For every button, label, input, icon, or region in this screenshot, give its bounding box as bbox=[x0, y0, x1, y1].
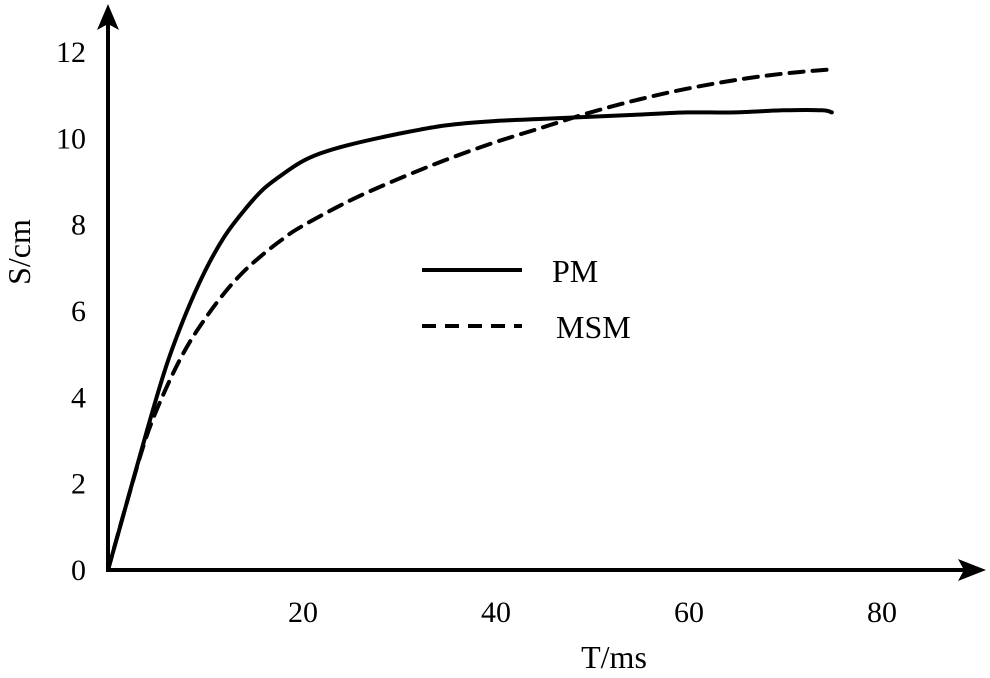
y-tick-label: 6 bbox=[71, 295, 86, 328]
x-tick-label: 60 bbox=[674, 596, 704, 629]
series-line-msm bbox=[106, 67, 834, 572]
x-tick-label: 80 bbox=[867, 596, 897, 629]
y-tick-labels: 0 2 4 6 8 10 12 bbox=[56, 36, 86, 587]
y-tick-label: 0 bbox=[71, 554, 86, 587]
y-tick-label: 2 bbox=[71, 468, 86, 501]
x-tick-label: 40 bbox=[481, 596, 511, 629]
series-line-pm bbox=[106, 108, 834, 572]
legend: PM MSM bbox=[422, 253, 631, 345]
legend-label-pm: PM bbox=[552, 253, 598, 289]
y-tick-label: 8 bbox=[71, 209, 86, 242]
x-tick-label: 20 bbox=[288, 596, 318, 629]
y-tick-label: 12 bbox=[56, 36, 86, 69]
y-tick-label: 4 bbox=[71, 381, 86, 414]
x-tick-labels: 20 40 60 80 bbox=[288, 596, 897, 629]
series-group bbox=[106, 67, 834, 572]
x-axis-label: T/ms bbox=[581, 639, 647, 675]
x-axis-arrow bbox=[958, 559, 986, 581]
legend-label-msm: MSM bbox=[556, 309, 631, 345]
y-tick-label: 10 bbox=[56, 122, 86, 155]
y-axis-arrow bbox=[97, 4, 119, 30]
axes bbox=[97, 4, 986, 581]
y-axis-label: S/cm bbox=[1, 219, 37, 285]
